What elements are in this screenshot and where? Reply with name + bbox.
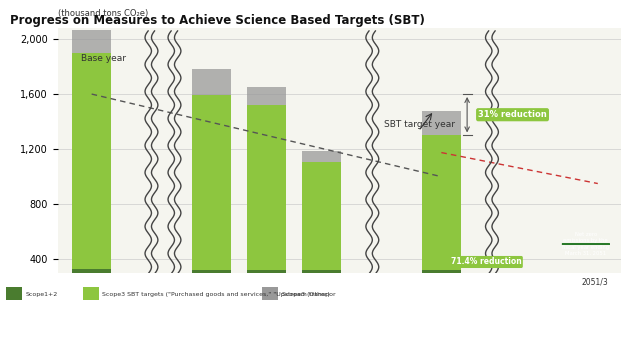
Text: 温室气体排放量下降25.9%  尼康多措并举推进节能减排和低碳: 温室气体排放量下降25.9% 尼康多措并举推进节能减排和低碳	[6, 314, 278, 329]
Bar	[72, 269, 111, 273]
Bar	[72, 30, 111, 53]
FancyBboxPatch shape	[83, 287, 99, 300]
Text: Scope1+2: Scope1+2	[26, 292, 58, 297]
Bar	[247, 105, 286, 270]
Text: 31% reduction: 31% reduction	[478, 110, 547, 119]
Text: SBT target year: SBT target year	[384, 120, 455, 129]
FancyBboxPatch shape	[262, 287, 278, 300]
Bar	[422, 270, 461, 273]
Bar	[302, 151, 341, 161]
Bar	[192, 69, 230, 96]
Text: Progress on Measures to Achieve Science Based Targets (SBT): Progress on Measures to Achieve Science …	[10, 14, 424, 27]
Bar	[192, 96, 230, 270]
Text: Base year: Base year	[81, 54, 125, 63]
Text: Scope3 (Other): Scope3 (Other)	[282, 292, 330, 297]
Text: 社会进程（温室气体减排2050年基本情况）: 社会进程（温室气体减排2050年基本情况）	[6, 332, 196, 348]
Text: (thousand tons CO₂e): (thousand tons CO₂e)	[58, 9, 148, 18]
Bar	[302, 161, 341, 270]
Text: 2051/3: 2051/3	[582, 277, 609, 286]
FancyBboxPatch shape	[6, 287, 22, 300]
Bar	[422, 111, 461, 135]
Bar	[247, 87, 286, 105]
Bar	[422, 135, 461, 270]
Bar	[72, 53, 111, 269]
Bar	[247, 270, 286, 273]
Text: Scope3 SBT targets ("Purchased goods and services," "Upstream transpor: Scope3 SBT targets ("Purchased goods and…	[102, 292, 336, 297]
Bar	[192, 270, 230, 273]
Text: 71.4% reduction: 71.4% reduction	[451, 258, 522, 266]
Text: Net zero
emissions by the
fiscal year ending
March 31, 2051: Net zero emissions by the fiscal year en…	[563, 232, 609, 256]
Bar	[302, 270, 341, 273]
